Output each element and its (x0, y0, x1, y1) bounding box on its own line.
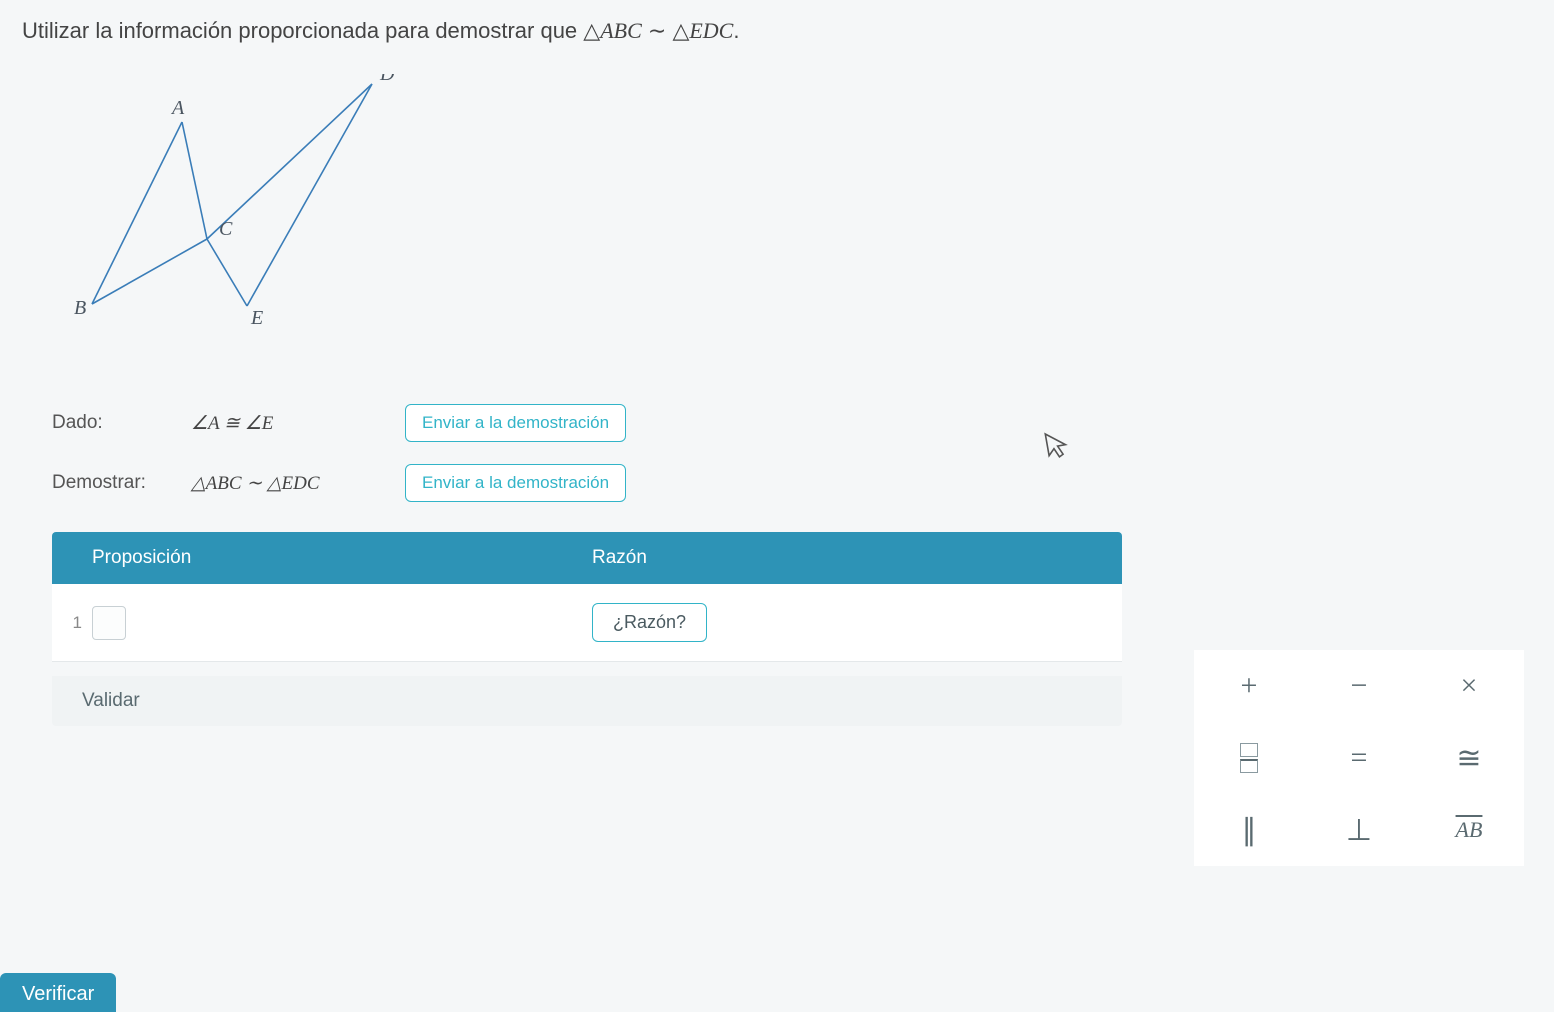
header-proposition: Proposición (52, 547, 552, 569)
palette-minus[interactable]: − (1304, 650, 1414, 722)
validate-label: Validar (82, 690, 140, 711)
problem-prompt: Utilizar la información proporcionada pa… (22, 18, 1532, 44)
row-number: 1 (52, 613, 92, 633)
palette-plus[interactable]: + (1194, 650, 1304, 722)
prompt-suffix: . (733, 18, 739, 43)
similar-symbol: ∼ (648, 18, 673, 43)
palette-segment[interactable]: AB (1414, 794, 1524, 866)
validate-row[interactable]: Validar (52, 676, 1122, 726)
proof-table: Proposición Razón 1 ¿Razón? (52, 532, 1122, 662)
proof-row-1: 1 ¿Razón? (52, 584, 1122, 662)
send-prove-button[interactable]: Enviar a la demostración (405, 464, 626, 502)
palette-times[interactable]: × (1414, 650, 1524, 722)
palette-fraction[interactable] (1194, 722, 1304, 794)
proposition-cell (92, 606, 552, 640)
svg-text:A: A (170, 97, 185, 119)
prompt-prefix: Utilizar la información proporcionada pa… (22, 18, 583, 43)
svg-text:E: E (250, 307, 263, 329)
triangle-1-name: ABC (600, 18, 642, 43)
svg-text:D: D (379, 74, 395, 85)
demostrar-label: Demostrar: (52, 472, 167, 494)
triangle-2-name: EDC (689, 18, 733, 43)
send-given-button[interactable]: Enviar a la demostración (405, 404, 626, 442)
palette-congruent[interactable]: ≅ (1414, 722, 1524, 794)
symbol-palette: + − × = ≅ ∥ ⊥ AB (1194, 650, 1524, 866)
figure-svg: A B C D E (52, 74, 412, 354)
dado-math: ∠A ≅ ∠E (191, 412, 381, 435)
svg-text:C: C (219, 218, 233, 240)
reason-button[interactable]: ¿Razón? (592, 603, 707, 642)
header-reason: Razón (552, 547, 1122, 569)
triangle-symbol-1: △ (583, 18, 600, 43)
palette-parallel[interactable]: ∥ (1194, 794, 1304, 866)
given-row-demostrar: Demostrar: △ABC ∼ △EDC Enviar a la demos… (52, 464, 1532, 502)
svg-text:B: B (74, 297, 86, 319)
given-row-dado: Dado: ∠A ≅ ∠E Enviar a la demostración (52, 404, 1532, 442)
triangle-symbol-2: △ (672, 18, 689, 43)
verify-button[interactable]: Verificar (0, 973, 116, 1012)
palette-equals[interactable]: = (1304, 722, 1414, 794)
geometry-figure: A B C D E (52, 74, 412, 354)
proposition-input[interactable] (92, 606, 126, 640)
reason-cell: ¿Razón? (552, 603, 1122, 642)
dado-label: Dado: (52, 412, 167, 434)
proof-header: Proposición Razón (52, 532, 1122, 584)
given-area: Dado: ∠A ≅ ∠E Enviar a la demostración D… (52, 404, 1532, 502)
palette-perpendicular[interactable]: ⊥ (1304, 794, 1414, 866)
demostrar-math: △ABC ∼ △EDC (191, 472, 381, 495)
